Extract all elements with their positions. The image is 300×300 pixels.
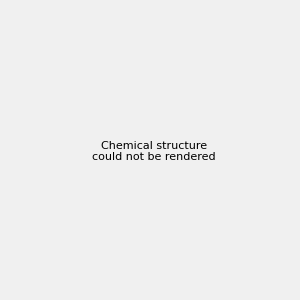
Text: Chemical structure
could not be rendered: Chemical structure could not be rendered <box>92 141 216 162</box>
